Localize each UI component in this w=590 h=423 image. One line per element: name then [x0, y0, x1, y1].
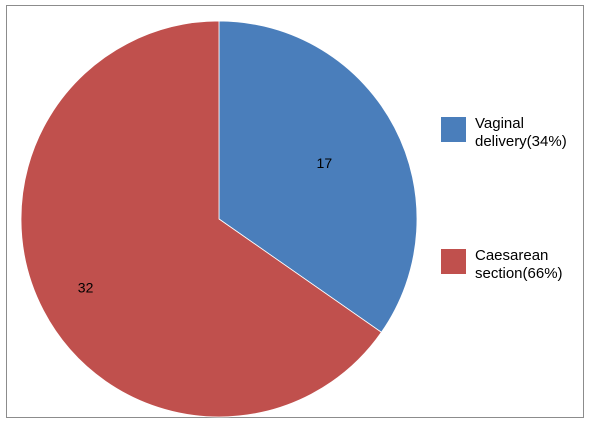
- legend-label-vaginal: Vaginal delivery(34%): [475, 115, 590, 151]
- legend-item-caesarean: Caesarean section(66%): [441, 247, 590, 283]
- legend-item-vaginal: Vaginal delivery(34%): [441, 115, 590, 151]
- legend-label-caesarean-line1: Caesarean: [475, 247, 549, 264]
- legend-label-vaginal-line2: delivery(34%): [475, 133, 567, 150]
- chart-frame: 17 32 Vaginal delivery(34%) Caesarean sec…: [6, 5, 584, 418]
- legend-label-caesarean-line2: section(66%): [475, 265, 563, 282]
- data-label-caesarean: 32: [78, 279, 94, 295]
- pie-slice-caesarean: [20, 20, 382, 418]
- data-label-vaginal: 17: [317, 155, 333, 171]
- legend-label-caesarean: Caesarean section(66%): [475, 247, 590, 283]
- pie-slice-vaginal: [218, 20, 418, 333]
- legend-label-vaginal-line1: Vaginal: [475, 115, 524, 132]
- legend-swatch-vaginal: [441, 117, 466, 142]
- legend-swatch-caesarean: [441, 249, 466, 274]
